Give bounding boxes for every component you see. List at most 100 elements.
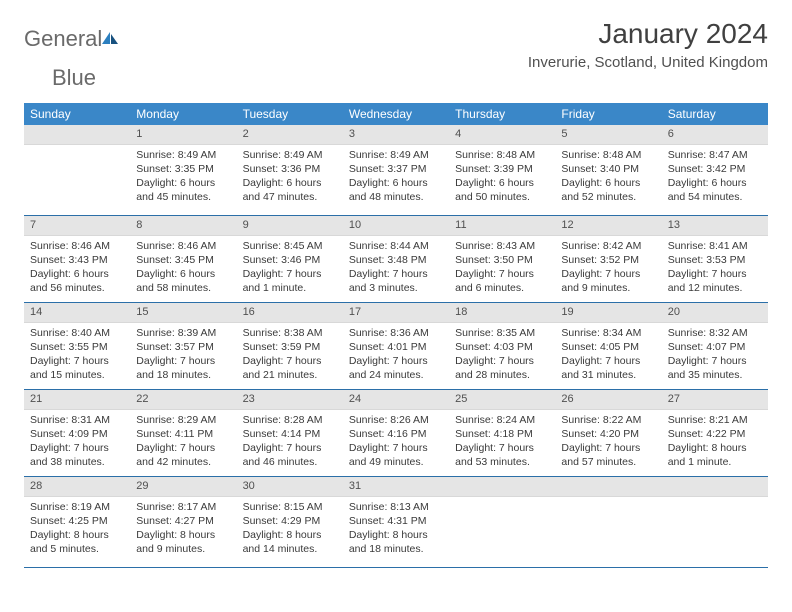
day-number: 15 xyxy=(130,303,236,323)
day-number xyxy=(662,477,768,497)
header: General Blue January 2024 Inverurie, Sco… xyxy=(24,18,768,91)
sunset-text: Sunset: 3:35 PM xyxy=(136,162,230,176)
week-row: 28Sunrise: 8:19 AMSunset: 4:25 PMDayligh… xyxy=(24,477,768,568)
day-cell: 6Sunrise: 8:47 AMSunset: 3:42 PMDaylight… xyxy=(662,125,768,215)
day-number: 9 xyxy=(237,216,343,236)
daylight-text: Daylight: 7 hours and 18 minutes. xyxy=(136,354,230,382)
day-cell: 26Sunrise: 8:22 AMSunset: 4:20 PMDayligh… xyxy=(555,390,661,476)
day-cell: 8Sunrise: 8:46 AMSunset: 3:45 PMDaylight… xyxy=(130,216,236,302)
sunrise-text: Sunrise: 8:49 AM xyxy=(136,148,230,162)
sunset-text: Sunset: 3:37 PM xyxy=(349,162,443,176)
daylight-text: Daylight: 7 hours and 38 minutes. xyxy=(30,441,124,469)
sunrise-text: Sunrise: 8:17 AM xyxy=(136,500,230,514)
logo-sail-icon xyxy=(100,30,120,51)
sunrise-text: Sunrise: 8:44 AM xyxy=(349,239,443,253)
sunrise-text: Sunrise: 8:49 AM xyxy=(349,148,443,162)
daylight-text: Daylight: 6 hours and 48 minutes. xyxy=(349,176,443,204)
day-number xyxy=(449,477,555,497)
sunset-text: Sunset: 4:05 PM xyxy=(561,340,655,354)
daylight-text: Daylight: 7 hours and 57 minutes. xyxy=(561,441,655,469)
day-cell: 10Sunrise: 8:44 AMSunset: 3:48 PMDayligh… xyxy=(343,216,449,302)
sunrise-text: Sunrise: 8:41 AM xyxy=(668,239,762,253)
daylight-text: Daylight: 8 hours and 1 minute. xyxy=(668,441,762,469)
page-title: January 2024 xyxy=(528,18,768,50)
sunset-text: Sunset: 3:40 PM xyxy=(561,162,655,176)
day-cell: 27Sunrise: 8:21 AMSunset: 4:22 PMDayligh… xyxy=(662,390,768,476)
daylight-text: Daylight: 6 hours and 50 minutes. xyxy=(455,176,549,204)
sunset-text: Sunset: 3:53 PM xyxy=(668,253,762,267)
day-cell: 11Sunrise: 8:43 AMSunset: 3:50 PMDayligh… xyxy=(449,216,555,302)
day-body: Sunrise: 8:42 AMSunset: 3:52 PMDaylight:… xyxy=(555,236,661,302)
weekday-header: Saturday xyxy=(662,103,768,125)
sunset-text: Sunset: 3:42 PM xyxy=(668,162,762,176)
day-cell: 22Sunrise: 8:29 AMSunset: 4:11 PMDayligh… xyxy=(130,390,236,476)
sunset-text: Sunset: 4:16 PM xyxy=(349,427,443,441)
sunset-text: Sunset: 3:45 PM xyxy=(136,253,230,267)
daylight-text: Daylight: 7 hours and 49 minutes. xyxy=(349,441,443,469)
sunset-text: Sunset: 3:59 PM xyxy=(243,340,337,354)
day-number: 23 xyxy=(237,390,343,410)
day-cell: 16Sunrise: 8:38 AMSunset: 3:59 PMDayligh… xyxy=(237,303,343,389)
daylight-text: Daylight: 7 hours and 6 minutes. xyxy=(455,267,549,295)
day-body: Sunrise: 8:39 AMSunset: 3:57 PMDaylight:… xyxy=(130,323,236,389)
day-cell: 3Sunrise: 8:49 AMSunset: 3:37 PMDaylight… xyxy=(343,125,449,215)
sunset-text: Sunset: 4:03 PM xyxy=(455,340,549,354)
day-body: Sunrise: 8:26 AMSunset: 4:16 PMDaylight:… xyxy=(343,410,449,476)
daylight-text: Daylight: 7 hours and 31 minutes. xyxy=(561,354,655,382)
sunrise-text: Sunrise: 8:32 AM xyxy=(668,326,762,340)
sunrise-text: Sunrise: 8:42 AM xyxy=(561,239,655,253)
day-body: Sunrise: 8:29 AMSunset: 4:11 PMDaylight:… xyxy=(130,410,236,476)
day-body: Sunrise: 8:15 AMSunset: 4:29 PMDaylight:… xyxy=(237,497,343,563)
day-cell: 12Sunrise: 8:42 AMSunset: 3:52 PMDayligh… xyxy=(555,216,661,302)
day-body: Sunrise: 8:48 AMSunset: 3:39 PMDaylight:… xyxy=(449,145,555,211)
daylight-text: Daylight: 8 hours and 5 minutes. xyxy=(30,528,124,556)
day-number: 12 xyxy=(555,216,661,236)
sunset-text: Sunset: 4:07 PM xyxy=(668,340,762,354)
week-row: 7Sunrise: 8:46 AMSunset: 3:43 PMDaylight… xyxy=(24,216,768,303)
day-number: 19 xyxy=(555,303,661,323)
week-row: 1Sunrise: 8:49 AMSunset: 3:35 PMDaylight… xyxy=(24,125,768,216)
sunrise-text: Sunrise: 8:43 AM xyxy=(455,239,549,253)
sunset-text: Sunset: 3:46 PM xyxy=(243,253,337,267)
day-cell: 28Sunrise: 8:19 AMSunset: 4:25 PMDayligh… xyxy=(24,477,130,567)
sunset-text: Sunset: 3:55 PM xyxy=(30,340,124,354)
day-body: Sunrise: 8:13 AMSunset: 4:31 PMDaylight:… xyxy=(343,497,449,563)
sunset-text: Sunset: 3:39 PM xyxy=(455,162,549,176)
sunrise-text: Sunrise: 8:39 AM xyxy=(136,326,230,340)
day-body: Sunrise: 8:22 AMSunset: 4:20 PMDaylight:… xyxy=(555,410,661,476)
day-number: 24 xyxy=(343,390,449,410)
day-cell: 4Sunrise: 8:48 AMSunset: 3:39 PMDaylight… xyxy=(449,125,555,215)
title-block: January 2024 Inverurie, Scotland, United… xyxy=(528,18,768,71)
day-body xyxy=(555,497,661,567)
sunset-text: Sunset: 4:29 PM xyxy=(243,514,337,528)
day-cell: 2Sunrise: 8:49 AMSunset: 3:36 PMDaylight… xyxy=(237,125,343,215)
sunrise-text: Sunrise: 8:35 AM xyxy=(455,326,549,340)
day-cell: 13Sunrise: 8:41 AMSunset: 3:53 PMDayligh… xyxy=(662,216,768,302)
day-body: Sunrise: 8:45 AMSunset: 3:46 PMDaylight:… xyxy=(237,236,343,302)
weekday-header: Monday xyxy=(130,103,236,125)
day-body: Sunrise: 8:34 AMSunset: 4:05 PMDaylight:… xyxy=(555,323,661,389)
sunset-text: Sunset: 4:20 PM xyxy=(561,427,655,441)
daylight-text: Daylight: 7 hours and 15 minutes. xyxy=(30,354,124,382)
day-number: 30 xyxy=(237,477,343,497)
day-number: 25 xyxy=(449,390,555,410)
day-body: Sunrise: 8:49 AMSunset: 3:36 PMDaylight:… xyxy=(237,145,343,211)
daylight-text: Daylight: 6 hours and 47 minutes. xyxy=(243,176,337,204)
daylight-text: Daylight: 7 hours and 24 minutes. xyxy=(349,354,443,382)
sunrise-text: Sunrise: 8:48 AM xyxy=(455,148,549,162)
sunset-text: Sunset: 3:48 PM xyxy=(349,253,443,267)
daylight-text: Daylight: 7 hours and 12 minutes. xyxy=(668,267,762,295)
daylight-text: Daylight: 8 hours and 9 minutes. xyxy=(136,528,230,556)
day-body: Sunrise: 8:47 AMSunset: 3:42 PMDaylight:… xyxy=(662,145,768,211)
day-body: Sunrise: 8:46 AMSunset: 3:45 PMDaylight:… xyxy=(130,236,236,302)
day-cell xyxy=(662,477,768,567)
sunset-text: Sunset: 4:25 PM xyxy=(30,514,124,528)
week-row: 14Sunrise: 8:40 AMSunset: 3:55 PMDayligh… xyxy=(24,303,768,390)
day-body: Sunrise: 8:32 AMSunset: 4:07 PMDaylight:… xyxy=(662,323,768,389)
day-number xyxy=(555,477,661,497)
day-body: Sunrise: 8:43 AMSunset: 3:50 PMDaylight:… xyxy=(449,236,555,302)
day-body: Sunrise: 8:31 AMSunset: 4:09 PMDaylight:… xyxy=(24,410,130,476)
sunset-text: Sunset: 3:43 PM xyxy=(30,253,124,267)
day-cell: 23Sunrise: 8:28 AMSunset: 4:14 PMDayligh… xyxy=(237,390,343,476)
sunrise-text: Sunrise: 8:13 AM xyxy=(349,500,443,514)
